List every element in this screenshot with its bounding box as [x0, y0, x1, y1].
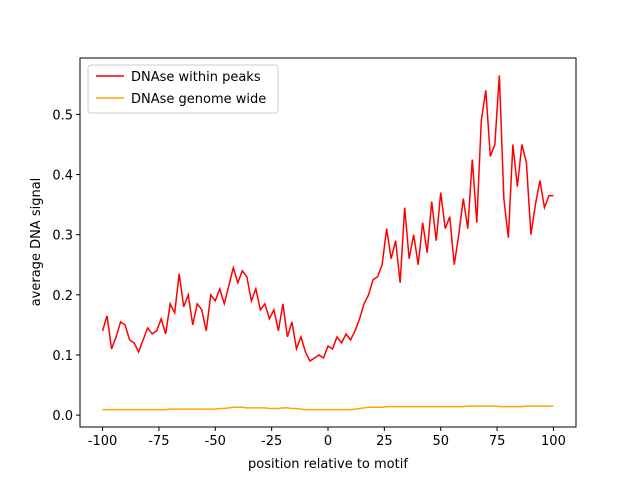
series-line: [101, 75, 554, 363]
y-tick-label: 0.4: [52, 169, 73, 184]
axes-frame: [79, 57, 577, 428]
x-tick-label: 75: [489, 434, 506, 449]
x-tick-label: -25: [261, 434, 282, 449]
x-tick-label: -100: [88, 434, 118, 449]
x-axis-label: position relative to motif: [248, 457, 408, 472]
x-tick-label: 25: [376, 434, 393, 449]
x-tick-label: -75: [148, 434, 169, 449]
x-tick-label: 100: [541, 434, 566, 449]
y-tick-label: 0.1: [52, 349, 73, 364]
y-tick-label: 0.5: [52, 108, 73, 123]
series-line: [102, 405, 554, 411]
y-tick-label: 0.0: [52, 409, 73, 424]
x-tick-label: 0: [324, 434, 332, 449]
y-tick-label: 0.3: [52, 229, 73, 244]
legend-box: [87, 64, 279, 114]
legend-label: DNAse within peaks: [131, 70, 261, 85]
y-axis-label: average DNA signal: [29, 178, 44, 307]
legend-label: DNAse genome wide: [131, 92, 266, 107]
y-tick-label: 0.2: [52, 289, 73, 304]
x-tick-label: -50: [205, 434, 226, 449]
x-tick-label: 50: [432, 434, 449, 449]
